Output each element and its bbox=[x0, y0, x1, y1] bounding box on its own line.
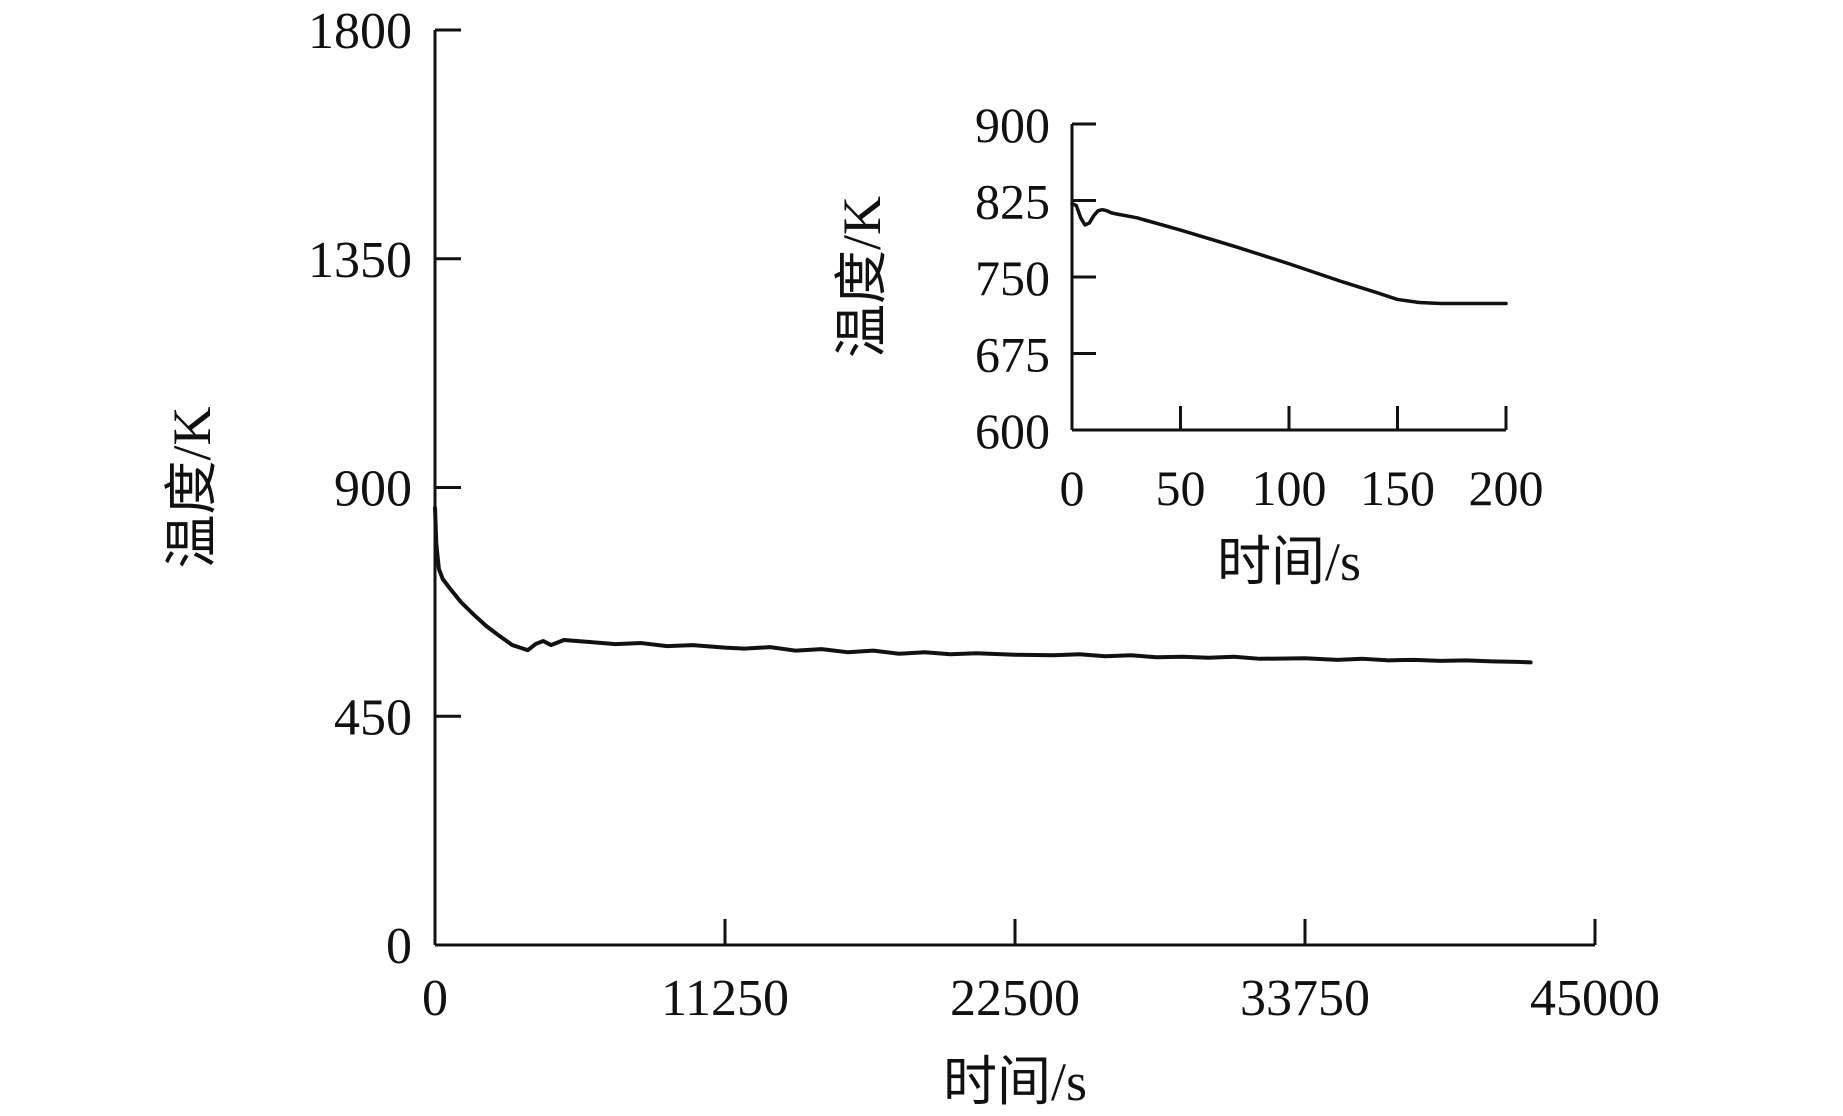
main-x-axis-title: 时间/s bbox=[943, 1052, 1087, 1111]
inset-x-tick-label: 150 bbox=[1360, 460, 1435, 516]
main-x-tick-label: 0 bbox=[422, 970, 448, 1027]
inset-series-line bbox=[1070, 201, 1508, 306]
inset-x-tick-label: 200 bbox=[1469, 460, 1544, 516]
main-y-tick-label: 450 bbox=[334, 689, 412, 746]
inset-x-axis-title: 时间/s bbox=[1217, 532, 1361, 592]
main-y-axis-title: 温度/K bbox=[162, 406, 222, 568]
inset-y-axis-title: 温度/K bbox=[832, 196, 892, 358]
main-x-tick-label: 22500 bbox=[950, 970, 1080, 1027]
main-y-tick-label: 0 bbox=[386, 918, 412, 975]
inset-x-tick-label: 0 bbox=[1060, 460, 1085, 516]
main-series-line bbox=[433, 505, 1533, 665]
main-x-tick-label: 11250 bbox=[661, 970, 789, 1027]
inset-y-tick-label: 675 bbox=[975, 327, 1050, 383]
main-chart: 0 11250 22500 33750 45000 0 450 900 1350 1800 时间/s… bbox=[162, 3, 1660, 1112]
inset-y-tick-label: 750 bbox=[975, 250, 1050, 306]
main-y-tick-label: 900 bbox=[334, 461, 412, 518]
inset-y-tick-label: 900 bbox=[975, 97, 1050, 153]
main-y-tick-label: 1350 bbox=[308, 232, 412, 289]
inset-chart: 0 50 100 150 200 600 675 750 825 900 时间/s 温度/K bbox=[832, 97, 1544, 592]
main-y-tick-label: 1800 bbox=[308, 3, 412, 60]
inset-x-tick-label: 100 bbox=[1252, 460, 1327, 516]
main-x-tick-label: 33750 bbox=[1240, 970, 1370, 1027]
inset-y-tick-label: 825 bbox=[975, 174, 1050, 230]
main-x-tick-label: 45000 bbox=[1530, 970, 1660, 1027]
inset-y-tick-label: 600 bbox=[975, 403, 1050, 459]
inset-x-tick-label: 50 bbox=[1156, 460, 1206, 516]
